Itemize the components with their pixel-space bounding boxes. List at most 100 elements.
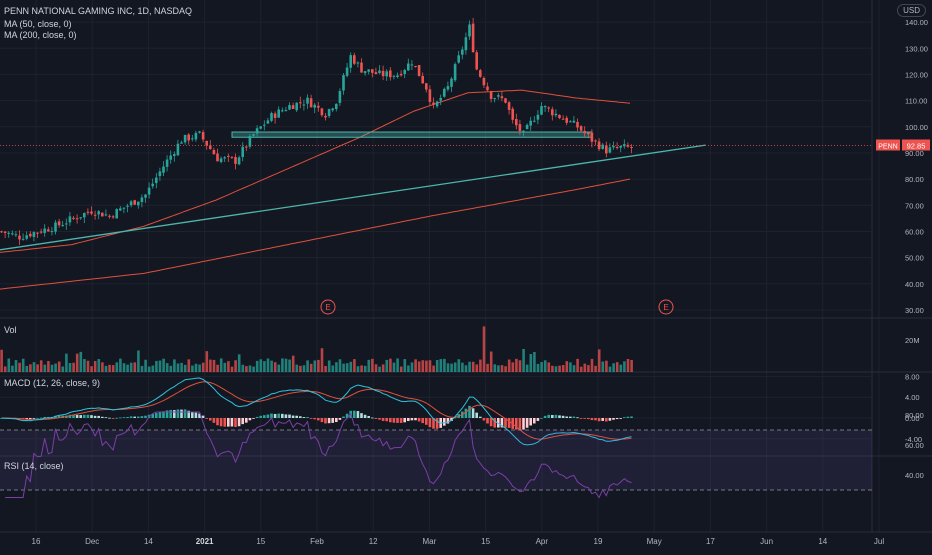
macd-histogram-bar xyxy=(252,418,255,419)
volume-bar xyxy=(61,366,65,372)
volume-bar xyxy=(554,366,558,372)
candle-body xyxy=(468,24,471,37)
volume-bar xyxy=(475,364,479,372)
macd-histogram-bar xyxy=(237,418,241,427)
candle-body xyxy=(489,91,493,99)
price-tick-label: 140.00 xyxy=(905,18,928,27)
macd-histogram-bar xyxy=(72,414,75,418)
candle-body xyxy=(86,211,90,213)
volume-bar xyxy=(11,365,14,372)
volume-bar xyxy=(583,363,587,372)
time-tick-label: 15 xyxy=(481,537,490,546)
macd-histogram-bar xyxy=(522,418,525,430)
volume-bar xyxy=(497,365,500,372)
volume-bar xyxy=(551,365,554,372)
candle-body xyxy=(500,96,504,99)
candle-body xyxy=(479,70,482,77)
volume-bar xyxy=(111,365,115,372)
volume-bar xyxy=(302,365,306,372)
candle-body xyxy=(108,215,111,217)
volume-bar xyxy=(137,350,140,372)
candle-body xyxy=(446,86,450,90)
candle-body xyxy=(129,201,133,206)
macd-histogram-bar xyxy=(601,418,604,421)
volume-bar xyxy=(155,360,158,372)
macd-histogram-bar xyxy=(554,414,558,418)
candle-body xyxy=(75,218,79,220)
volume-bar xyxy=(619,364,623,372)
volume-bar xyxy=(378,366,381,372)
candle-body xyxy=(183,134,187,143)
candle-body xyxy=(342,75,345,91)
candle-body xyxy=(345,67,349,76)
candle-body xyxy=(194,132,198,140)
candle-body xyxy=(432,102,435,105)
volume-bar xyxy=(446,363,450,372)
volume-bar xyxy=(219,358,223,372)
macd-histogram-bar xyxy=(227,418,230,427)
volume-bar xyxy=(241,364,245,372)
rsi-tick-label: 40.00 xyxy=(905,471,924,480)
volume-bar xyxy=(565,361,569,372)
macd-histogram-bar xyxy=(104,417,108,419)
macd-histogram-bar xyxy=(79,415,82,418)
time-tick-label: Apr xyxy=(536,537,549,546)
macd-histogram-bar xyxy=(43,416,46,418)
macd-histogram-bar xyxy=(489,418,493,427)
volume-bar xyxy=(263,361,266,372)
macd-histogram-bar xyxy=(529,418,532,426)
candle-body xyxy=(594,140,597,142)
candle-body xyxy=(65,223,68,225)
macd-histogram-bar xyxy=(47,416,50,418)
volume-bar xyxy=(144,359,147,372)
macd-histogram-bar xyxy=(583,418,586,419)
candle-body xyxy=(313,104,316,108)
macd-histogram-bar xyxy=(403,418,406,423)
price-tick-label: 70.00 xyxy=(905,201,924,210)
earnings-marker-label: E xyxy=(325,303,330,312)
symbol-tag-bg xyxy=(876,139,900,151)
candle-body xyxy=(381,70,385,77)
volume-bar xyxy=(129,362,133,372)
macd-histogram-bar xyxy=(367,416,370,418)
candle-body xyxy=(122,207,126,209)
macd-histogram-bar xyxy=(144,415,147,418)
candle-body xyxy=(187,134,190,141)
volume-bar xyxy=(518,360,522,372)
volume-bar xyxy=(507,359,511,372)
macd-histogram-bar xyxy=(93,415,97,418)
macd-histogram-bar xyxy=(551,414,554,418)
macd-histogram-bar xyxy=(54,415,57,418)
candle-body xyxy=(101,212,104,217)
candle-body xyxy=(147,187,151,195)
volume-bar xyxy=(576,358,579,372)
candle-body xyxy=(443,88,446,97)
price-tick-label: 110.00 xyxy=(905,97,927,106)
volume-bar xyxy=(133,362,137,372)
volume-bar xyxy=(201,362,205,372)
candle-body xyxy=(273,113,277,118)
currency-button[interactable]: USD xyxy=(897,4,926,17)
macd-histogram-bar xyxy=(133,416,136,418)
macd-histogram-bar xyxy=(209,418,212,421)
candle-body xyxy=(223,157,226,159)
volume-bar xyxy=(461,362,464,372)
volume-bar xyxy=(500,365,504,372)
volume-bar xyxy=(630,359,633,372)
macd-histogram-bar xyxy=(176,409,180,418)
macd-histogram-bar xyxy=(219,418,223,427)
earnings-marker xyxy=(320,299,336,315)
candle-body xyxy=(227,155,230,157)
macd-histogram-bar xyxy=(540,417,543,419)
rsi-legend: RSI (14, close) xyxy=(4,461,64,471)
macd-histogram-bar xyxy=(212,418,216,423)
macd-histogram-bar xyxy=(605,418,608,422)
candle-body xyxy=(518,124,522,132)
macd-histogram-bar xyxy=(507,418,511,428)
macd-tick-label: 0.00 xyxy=(905,414,920,423)
candle-body xyxy=(115,209,118,219)
volume-bar xyxy=(212,359,216,372)
